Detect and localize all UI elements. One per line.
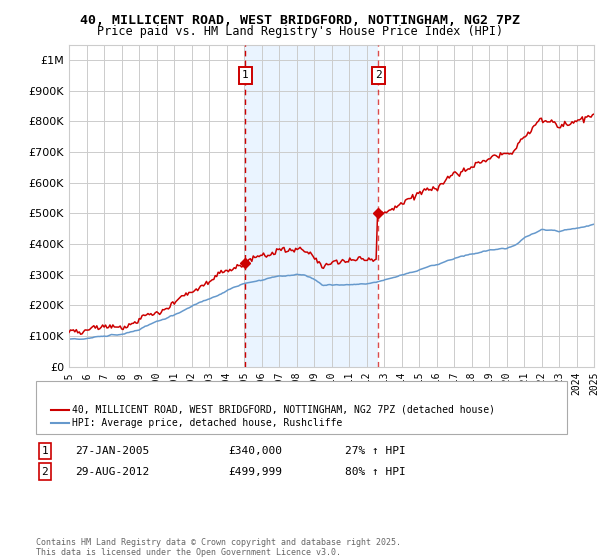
Text: 2: 2 — [41, 466, 49, 477]
Text: 29-AUG-2012: 29-AUG-2012 — [75, 466, 149, 477]
Text: 40, MILLICENT ROAD, WEST BRIDGFORD, NOTTINGHAM, NG2 7PZ: 40, MILLICENT ROAD, WEST BRIDGFORD, NOTT… — [80, 14, 520, 27]
Text: 2: 2 — [374, 71, 382, 81]
Text: 40, MILLICENT ROAD, WEST BRIDGFORD, NOTTINGHAM, NG2 7PZ (detached house): 40, MILLICENT ROAD, WEST BRIDGFORD, NOTT… — [72, 405, 495, 415]
Text: HPI: Average price, detached house, Rushcliffe: HPI: Average price, detached house, Rush… — [72, 418, 342, 428]
Text: 27% ↑ HPI: 27% ↑ HPI — [345, 446, 406, 456]
Text: Price paid vs. HM Land Registry's House Price Index (HPI): Price paid vs. HM Land Registry's House … — [97, 25, 503, 38]
Text: 80% ↑ HPI: 80% ↑ HPI — [345, 466, 406, 477]
Text: 1: 1 — [242, 71, 248, 81]
Bar — [245, 45, 378, 367]
Text: £499,999: £499,999 — [228, 466, 282, 477]
Text: Contains HM Land Registry data © Crown copyright and database right 2025.
This d: Contains HM Land Registry data © Crown c… — [36, 538, 401, 557]
Text: 1: 1 — [41, 446, 49, 456]
Text: 27-JAN-2005: 27-JAN-2005 — [75, 446, 149, 456]
Text: £340,000: £340,000 — [228, 446, 282, 456]
